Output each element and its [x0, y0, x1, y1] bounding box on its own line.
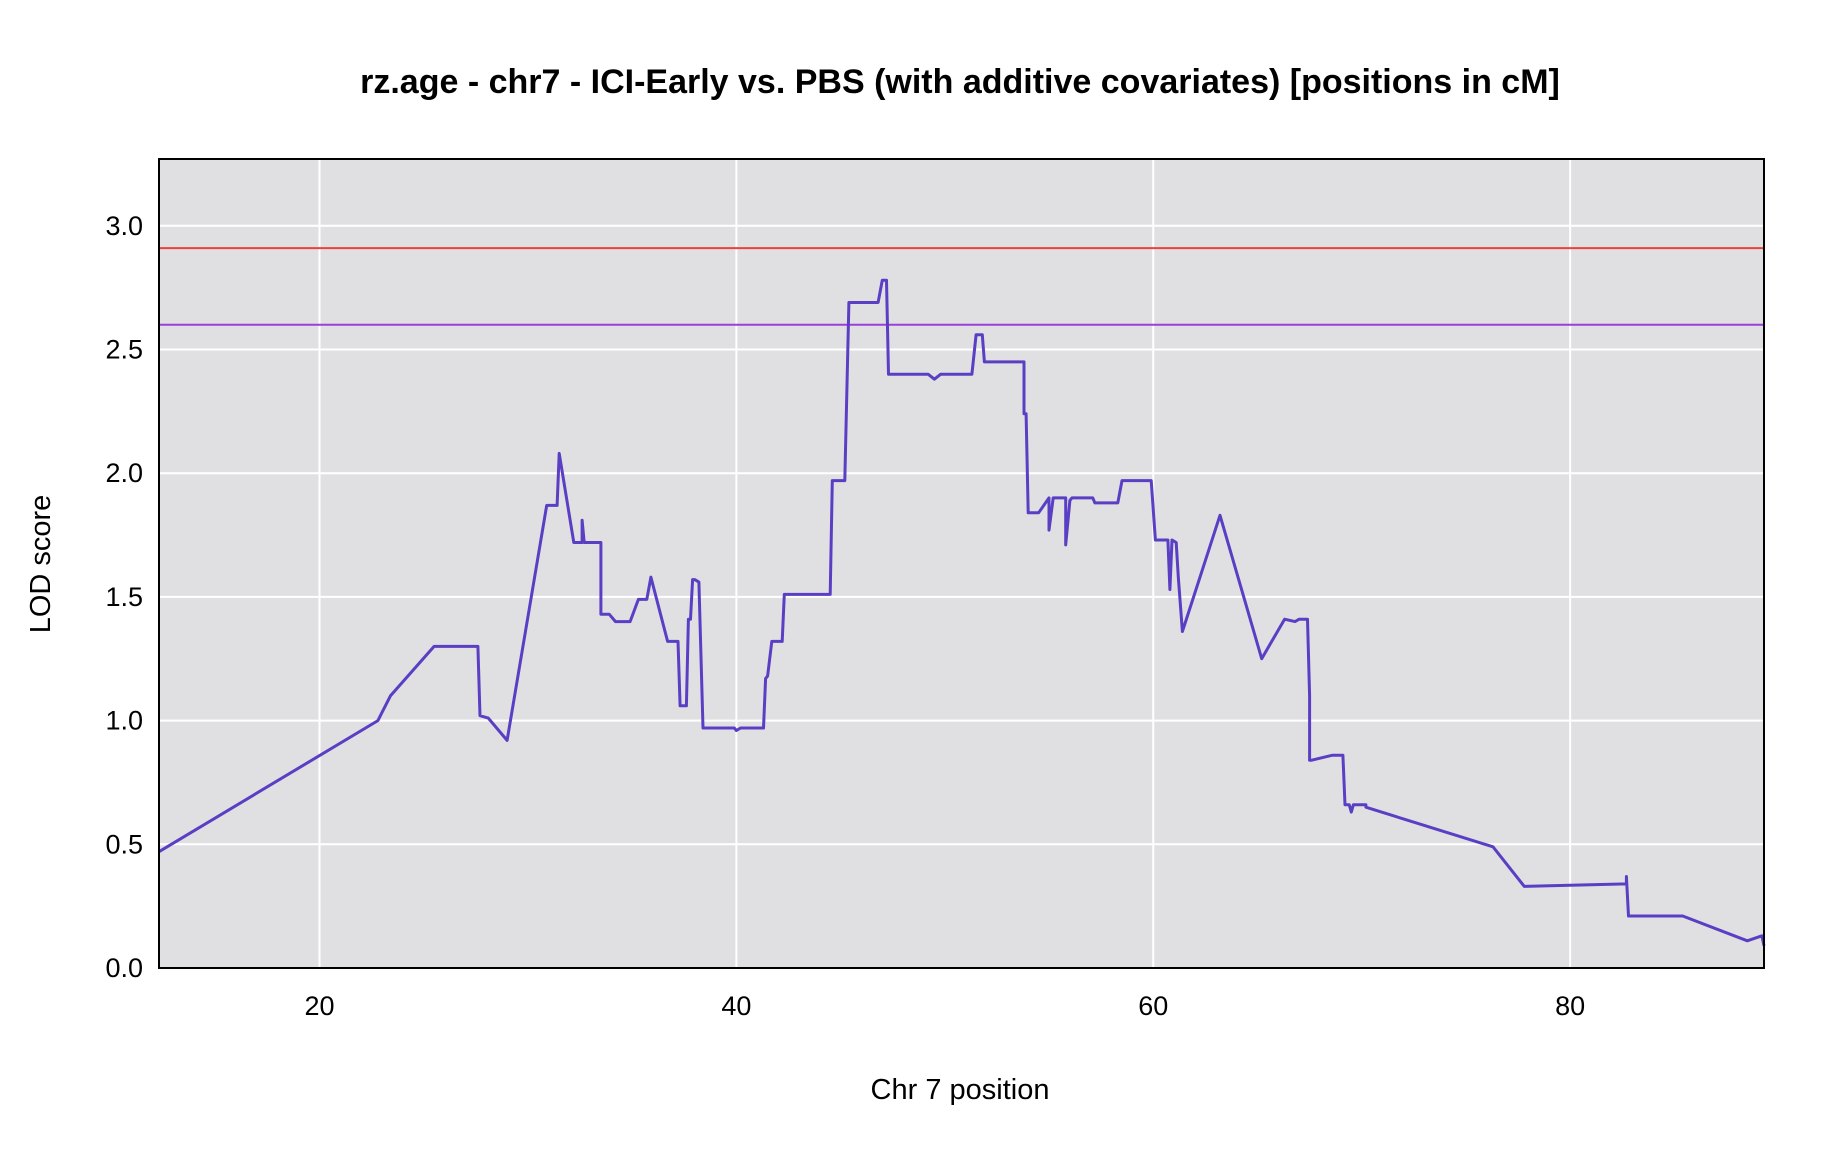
y-tick-label: 0.5 — [105, 829, 143, 859]
y-tick-label: 1.5 — [105, 582, 143, 612]
x-tick-label: 20 — [304, 991, 334, 1021]
x-tick-label: 60 — [1138, 991, 1168, 1021]
plot-area — [159, 159, 1764, 968]
x-axis-label: Chr 7 position — [871, 1074, 1050, 1106]
y-tick-label: 2.5 — [105, 334, 143, 364]
y-axis-label: LOD score — [25, 495, 57, 634]
y-tick-label: 2.0 — [105, 458, 143, 488]
x-tick-label: 80 — [1555, 991, 1585, 1021]
x-tick-labels: 20 40 60 80 — [304, 991, 1585, 1021]
x-tick-label: 40 — [721, 991, 751, 1021]
y-tick-label: 3.0 — [105, 211, 143, 241]
lod-series-line — [158, 278, 1766, 947]
plot-frame-layer — [158, 158, 1765, 969]
y-tick-label: 0.0 — [105, 953, 143, 983]
plot-background-layer — [159, 159, 1764, 968]
y-tick-label: 1.0 — [105, 706, 143, 736]
chart-title: rz.age - chr7 - ICI-Early vs. PBS (with … — [360, 63, 1560, 101]
plot-frame — [158, 158, 1765, 969]
threshold-layer — [159, 247, 1764, 326]
y-tick-labels: 0.0 0.5 1.0 1.5 2.0 2.5 3.0 — [105, 211, 143, 983]
series-layer — [158, 278, 1766, 947]
